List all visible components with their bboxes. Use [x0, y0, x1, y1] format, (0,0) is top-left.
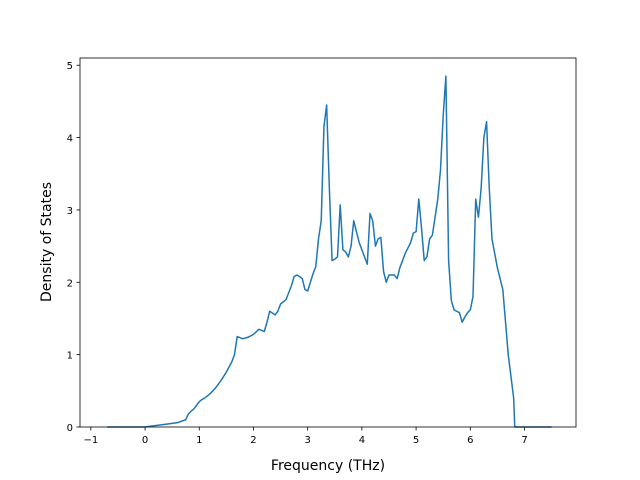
x-tick-label: 1: [196, 435, 202, 446]
y-tick-label: 3: [67, 206, 73, 217]
y-tick-label: 4: [67, 134, 73, 145]
x-tick-label: 4: [359, 435, 365, 446]
x-tick-label: 6: [467, 435, 473, 446]
x-axis-label: Frequency (THz): [271, 458, 385, 474]
plot-background: [80, 58, 576, 427]
series-line: [107, 75, 552, 428]
x-tick-label: 0: [142, 435, 148, 446]
y-tick-label: 0: [67, 423, 73, 434]
y-tick-label: 2: [67, 278, 73, 289]
y-tick-label: 1: [67, 351, 73, 362]
tick-group: −1 0 1 2 3 4 5 6 7 0 1 2 3 4 5: [67, 61, 528, 446]
x-tick-label: 7: [521, 435, 527, 446]
y-axis-label: Density of States: [39, 182, 55, 302]
plot-frame: [79, 57, 577, 428]
x-tick-label: 2: [250, 435, 256, 446]
x-tick-label: −1: [83, 435, 98, 446]
y-tick-label: 5: [67, 61, 73, 72]
x-tick-label: 3: [304, 435, 310, 446]
x-tick-label: 5: [413, 435, 419, 446]
